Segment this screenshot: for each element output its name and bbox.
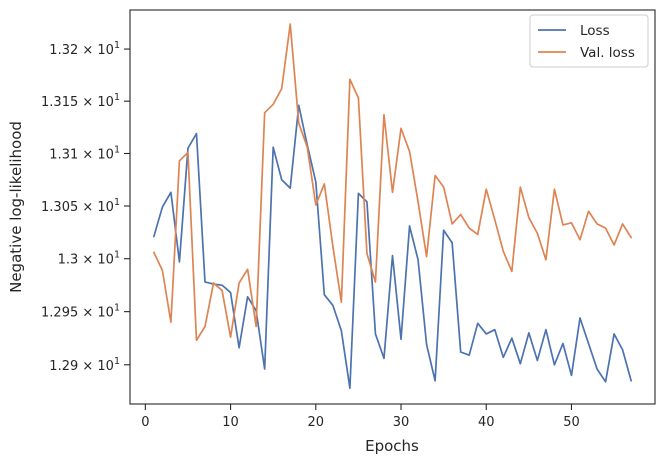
plot-frame [129, 9, 656, 405]
legend-label-val-loss: Val. loss [580, 45, 635, 61]
series-line-val-loss [153, 23, 632, 342]
plot-background [130, 10, 655, 404]
x-tick-label: 20 [308, 415, 325, 430]
x-tick-label: 30 [393, 415, 410, 430]
x-axis-label: Epochs [365, 437, 419, 455]
y-axis-label: Negative log-likelihood [7, 121, 25, 293]
y-tick-label: 1.29 × 101 [49, 356, 120, 374]
series-layer [153, 23, 632, 390]
y-tick-label: 1.305 × 101 [41, 197, 120, 215]
y-tick-label: 1.32 × 101 [49, 40, 120, 58]
y-tick-label: 1.295 × 101 [41, 303, 120, 321]
series-line-loss [153, 104, 632, 390]
x-tick-label: 40 [478, 415, 495, 430]
axis-layer: 0 10 20 30 40 50 1.29 × 101 1.295 × 101 1.3 × 10… [41, 40, 580, 430]
x-tick-label: 0 [141, 415, 149, 430]
y-tick-label: 1.3 × 101 [58, 250, 120, 268]
legend-label-loss: Loss [580, 23, 610, 39]
legend-box [529, 14, 649, 68]
x-tick-label: 10 [222, 415, 239, 430]
legend: Loss Val. loss [529, 14, 649, 68]
x-tick-label: 50 [563, 415, 580, 430]
y-tick-label: 1.315 × 101 [41, 92, 120, 110]
y-tick-label: 1.31 × 101 [49, 144, 120, 162]
